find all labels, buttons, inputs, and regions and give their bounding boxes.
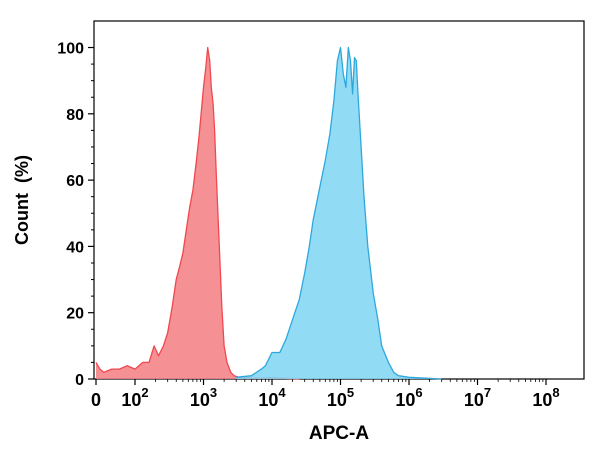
y-tick-label-0: 0 [75, 372, 84, 389]
series-2-line [236, 46, 442, 380]
series-1-line [95, 46, 300, 380]
series-layer [95, 46, 442, 380]
y-tick-label-60: 60 [66, 173, 84, 190]
y-tick-label-40: 40 [66, 239, 84, 256]
series-1-area [96, 47, 300, 379]
series-2-area [236, 47, 442, 379]
x-tick-label-104: 104 [258, 385, 286, 410]
y-axis: 0 20 40 60 80 100 [57, 41, 94, 389]
x-tick-label-105: 105 [327, 385, 354, 410]
x-tick-label-103: 103 [190, 385, 217, 410]
y-tick-label-80: 80 [66, 107, 84, 124]
x-tick-label-107: 107 [464, 385, 491, 410]
x-tick-label-108: 108 [532, 385, 559, 410]
y-tick-label-100: 100 [57, 41, 84, 58]
x-tick-label-102: 102 [121, 385, 148, 410]
y-tick-label-20: 20 [66, 306, 84, 323]
x-tick-label-0: 0 [91, 390, 101, 410]
y-axis-title: Count (%) [12, 155, 32, 245]
x-axis: 0 102 103 104 105 106 107 108 [91, 379, 560, 410]
x-axis-title: APC-A [309, 423, 369, 444]
x-tick-label-106: 106 [395, 385, 422, 410]
